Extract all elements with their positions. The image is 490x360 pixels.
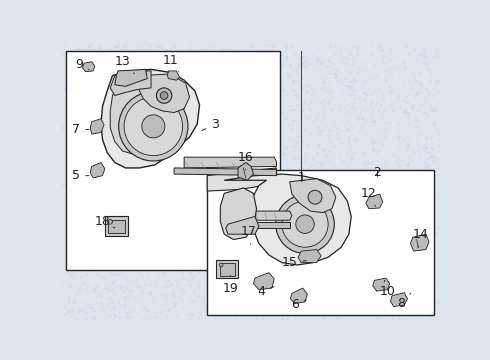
- Text: 8: 8: [397, 293, 411, 310]
- Text: 19: 19: [222, 275, 238, 294]
- Polygon shape: [224, 174, 351, 265]
- Polygon shape: [174, 168, 276, 176]
- Text: 12: 12: [361, 187, 377, 206]
- Circle shape: [282, 201, 328, 247]
- Polygon shape: [366, 194, 383, 209]
- Polygon shape: [224, 211, 292, 220]
- Bar: [108, 220, 125, 233]
- Text: 2: 2: [373, 166, 381, 179]
- Polygon shape: [290, 179, 336, 213]
- Text: 17: 17: [241, 225, 257, 244]
- Text: 6: 6: [291, 298, 306, 311]
- Polygon shape: [115, 69, 147, 86]
- Circle shape: [308, 190, 322, 204]
- Bar: [217, 260, 238, 278]
- Polygon shape: [90, 119, 104, 134]
- Circle shape: [119, 92, 188, 161]
- Text: 7: 7: [73, 123, 89, 136]
- Text: 15: 15: [282, 256, 306, 269]
- Bar: [207, 170, 434, 315]
- Polygon shape: [298, 249, 321, 263]
- Polygon shape: [184, 157, 276, 168]
- Polygon shape: [238, 163, 253, 180]
- Circle shape: [142, 115, 165, 138]
- Polygon shape: [101, 69, 199, 168]
- Text: 18: 18: [95, 215, 115, 228]
- Circle shape: [156, 88, 172, 103]
- Bar: [105, 216, 128, 236]
- Text: 9: 9: [75, 58, 89, 71]
- Circle shape: [124, 97, 183, 156]
- Polygon shape: [291, 288, 307, 303]
- Text: 1: 1: [297, 171, 305, 184]
- Polygon shape: [90, 163, 105, 178]
- Text: 5: 5: [73, 169, 89, 182]
- Polygon shape: [373, 278, 390, 291]
- Bar: [66, 51, 280, 270]
- Text: 11: 11: [162, 54, 179, 72]
- Circle shape: [108, 220, 113, 224]
- Polygon shape: [226, 216, 259, 234]
- Text: 14: 14: [413, 228, 428, 247]
- Polygon shape: [82, 62, 95, 72]
- Polygon shape: [110, 71, 151, 95]
- Polygon shape: [253, 273, 274, 289]
- Text: 13: 13: [115, 55, 134, 73]
- Polygon shape: [411, 234, 429, 251]
- Circle shape: [276, 195, 334, 253]
- Polygon shape: [138, 74, 190, 112]
- Bar: [220, 264, 235, 276]
- Polygon shape: [167, 71, 179, 80]
- Circle shape: [160, 92, 168, 99]
- Polygon shape: [207, 168, 276, 191]
- Text: 4: 4: [257, 285, 274, 298]
- Text: 16: 16: [238, 150, 254, 170]
- Circle shape: [296, 215, 314, 233]
- Text: 3: 3: [202, 118, 219, 131]
- Polygon shape: [110, 77, 184, 155]
- Polygon shape: [391, 293, 408, 306]
- Polygon shape: [220, 188, 257, 239]
- Text: 10: 10: [379, 280, 395, 298]
- Polygon shape: [224, 222, 290, 228]
- Circle shape: [219, 263, 223, 267]
